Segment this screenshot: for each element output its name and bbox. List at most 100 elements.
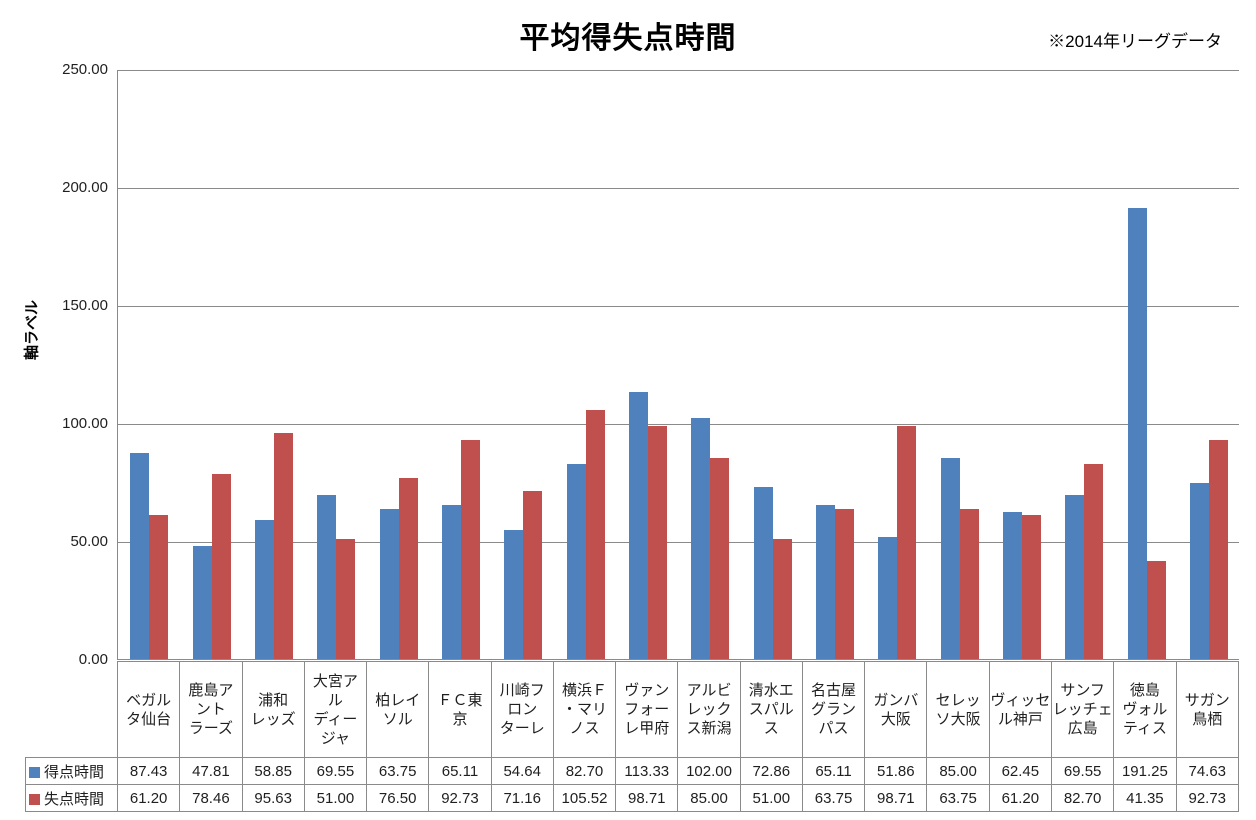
bar-失点時間-徳島ヴォルティス	[1147, 561, 1166, 659]
y-axis-tick-label: 50.00	[70, 533, 108, 550]
bar-失点時間-ＦＣ東京	[461, 440, 480, 659]
value-失点時間-サンフレッチェ広島: 82.70	[1050, 784, 1115, 812]
value-失点時間-鹿島アントラーズ: 78.46	[179, 784, 243, 812]
bar-失点時間-ヴィッセル神戸	[1022, 515, 1041, 659]
value-失点時間-ヴィッセル神戸: 61.20	[988, 784, 1052, 812]
y-axis-tick-label: 0.00	[78, 651, 108, 668]
value-得点時間-柏レイソル: 63.75	[366, 757, 430, 785]
value-失点時間-柏レイソル: 76.50	[366, 784, 430, 812]
value-得点時間-ベガルタ仙台: 87.43	[116, 757, 181, 785]
table-corner-spacer	[26, 662, 118, 758]
category-label-柏レイソル: 柏レイ ソル	[366, 661, 430, 758]
series-name: 得点時間	[44, 763, 105, 781]
bar-得点時間-鹿島アントラーズ	[193, 546, 212, 659]
bar-失点時間-名古屋グランパス	[835, 509, 854, 659]
value-失点時間-サガン鳥栖: 92.73	[1175, 784, 1240, 812]
bar-失点時間-ガンバ大阪	[897, 426, 916, 659]
bar-得点時間-サンフレッチェ広島	[1065, 495, 1084, 659]
category-label-鹿島アントラーズ: 鹿島ア ント ラーズ	[179, 661, 243, 758]
category-label-大宮アルディージャ: 大宮ア ル ディー ジャ	[303, 661, 368, 758]
value-得点時間-アルビレックス新潟: 102.00	[677, 757, 741, 785]
gridline	[118, 70, 1239, 71]
value-得点時間-ヴァンフォーレ甲府: 113.33	[615, 757, 679, 785]
value-得点時間-サンフレッチェ広島: 69.55	[1050, 757, 1115, 785]
bar-得点時間-セレッソ大阪	[941, 458, 960, 659]
bar-失点時間-川崎フロンターレ	[523, 491, 542, 659]
bar-失点時間-セレッソ大阪	[960, 509, 979, 659]
value-得点時間-ヴィッセル神戸: 62.45	[988, 757, 1052, 785]
legend-swatch-得点時間	[29, 766, 40, 778]
bar-得点時間-横浜Ｆ・マリノス	[567, 464, 586, 659]
data-table: ベガル タ仙台 鹿島ア ント ラーズ 浦和 レッズ 大宮ア ル ディー ジャ 柏レイ ソ…	[25, 661, 1240, 812]
y-axis-tick-label: 100.00	[62, 415, 108, 432]
bar-得点時間-浦和レッズ	[255, 520, 274, 659]
bar-得点時間-ベガルタ仙台	[130, 453, 149, 659]
value-失点時間-セレッソ大阪: 63.75	[926, 784, 990, 812]
bar-失点時間-鹿島アントラーズ	[212, 474, 231, 659]
category-label-横浜Ｆ・マリノス: 横浜Ｆ ・マリ ノス	[552, 661, 617, 758]
value-失点時間-ヴァンフォーレ甲府: 98.71	[615, 784, 679, 812]
value-失点時間-大宮アルディージャ: 51.00	[303, 784, 368, 812]
value-失点時間-徳島ヴォルティス: 41.35	[1113, 784, 1177, 812]
bar-得点時間-サガン鳥栖	[1190, 483, 1209, 659]
y-axis-tick-label: 250.00	[62, 61, 108, 78]
bar-得点時間-川崎フロンターレ	[504, 530, 523, 659]
value-得点時間-鹿島アントラーズ: 47.81	[179, 757, 243, 785]
value-得点時間-セレッソ大阪: 85.00	[926, 757, 990, 785]
gridline	[118, 542, 1239, 543]
bar-失点時間-サンフレッチェ広島	[1084, 464, 1103, 659]
value-得点時間-ＦＣ東京: 65.11	[428, 757, 492, 785]
bar-失点時間-サガン鳥栖	[1209, 440, 1228, 659]
category-label-ベガルタ仙台: ベガル タ仙台	[116, 661, 181, 758]
category-row: ベガル タ仙台 鹿島ア ント ラーズ 浦和 レッズ 大宮ア ル ディー ジャ 柏レイ ソ…	[26, 661, 1240, 758]
value-失点時間-浦和レッズ: 95.63	[241, 784, 305, 812]
bar-得点時間-アルビレックス新潟	[691, 418, 710, 659]
plot-area	[117, 70, 1239, 660]
bar-得点時間-清水エスパルス	[754, 487, 773, 659]
category-label-ヴァンフォーレ甲府: ヴァン フォー レ甲府	[615, 661, 679, 758]
value-失点時間-横浜Ｆ・マリノス: 105.52	[552, 784, 617, 812]
gridline	[118, 306, 1239, 307]
x-axis-line	[118, 659, 1239, 660]
chart-title: 平均得失点時間	[519, 22, 737, 55]
category-label-ＦＣ東京: ＦＣ東 京	[428, 661, 492, 758]
bar-得点時間-ヴァンフォーレ甲府	[629, 392, 648, 659]
category-label-名古屋グランパス: 名古屋 グラン パス	[801, 661, 866, 758]
category-label-セレッソ大阪: セレッ ソ大阪	[926, 661, 990, 758]
category-label-ガンバ大阪: ガンバ 大阪	[864, 661, 928, 758]
gridline	[118, 424, 1239, 425]
bar-得点時間-柏レイソル	[380, 509, 399, 659]
value-得点時間-川崎フロンターレ: 54.64	[490, 757, 554, 785]
category-label-清水エスパルス: 清水エ スパル ス	[739, 661, 803, 758]
value-失点時間-清水エスパルス: 51.00	[739, 784, 803, 812]
legend-swatch-失点時間	[29, 793, 40, 805]
bar-得点時間-ヴィッセル神戸	[1003, 512, 1022, 659]
value-得点時間-ガンバ大阪: 51.86	[864, 757, 928, 785]
bar-得点時間-ガンバ大阪	[878, 537, 897, 659]
series-header-得点時間: 得点時間	[25, 757, 118, 785]
bar-失点時間-浦和レッズ	[274, 433, 293, 659]
category-label-アルビレックス新潟: アルビ レック ス新潟	[677, 661, 741, 758]
value-失点時間-アルビレックス新潟: 85.00	[677, 784, 741, 812]
category-label-川崎フロンターレ: 川崎フ ロン ターレ	[490, 661, 554, 758]
value-失点時間-ＦＣ東京: 92.73	[428, 784, 492, 812]
y-axis-tick-label: 150.00	[62, 297, 108, 314]
value-得点時間-徳島ヴォルティス: 191.25	[1113, 757, 1177, 785]
bar-失点時間-ヴァンフォーレ甲府	[648, 426, 667, 659]
value-得点時間-サガン鳥栖: 74.63	[1175, 757, 1240, 785]
value-失点時間-川崎フロンターレ: 71.16	[490, 784, 554, 812]
category-label-サガン鳥栖: サガン 鳥栖	[1175, 661, 1240, 758]
value-得点時間-名古屋グランパス: 65.11	[801, 757, 866, 785]
category-label-浦和レッズ: 浦和 レッズ	[241, 661, 305, 758]
bar-失点時間-アルビレックス新潟	[710, 458, 729, 659]
category-label-ヴィッセル神戸: ヴィッセ ル神戸	[988, 661, 1052, 758]
bar-失点時間-柏レイソル	[399, 478, 418, 659]
bar-得点時間-徳島ヴォルティス	[1128, 208, 1147, 659]
value-失点時間-名古屋グランパス: 63.75	[801, 784, 866, 812]
bar-失点時間-ベガルタ仙台	[149, 515, 168, 659]
value-失点時間-ベガルタ仙台: 61.20	[116, 784, 181, 812]
table-row-失点時間: 失点時間 61.20 78.46 95.63 51.00 76.50 92.73 71.16 1…	[25, 784, 1240, 812]
category-label-徳島ヴォルティス: 徳島 ヴォル ティス	[1113, 661, 1177, 758]
value-得点時間-横浜Ｆ・マリノス: 82.70	[552, 757, 617, 785]
bar-失点時間-大宮アルディージャ	[336, 539, 355, 659]
